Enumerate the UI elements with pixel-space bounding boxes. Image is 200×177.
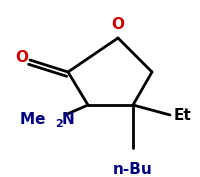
Text: Et: Et xyxy=(173,107,191,122)
Text: n-Bu: n-Bu xyxy=(113,162,152,177)
Text: N: N xyxy=(62,113,74,127)
Text: 2: 2 xyxy=(55,119,62,129)
Text: Me: Me xyxy=(20,113,50,127)
Text: O: O xyxy=(15,50,28,65)
Text: O: O xyxy=(111,17,124,32)
